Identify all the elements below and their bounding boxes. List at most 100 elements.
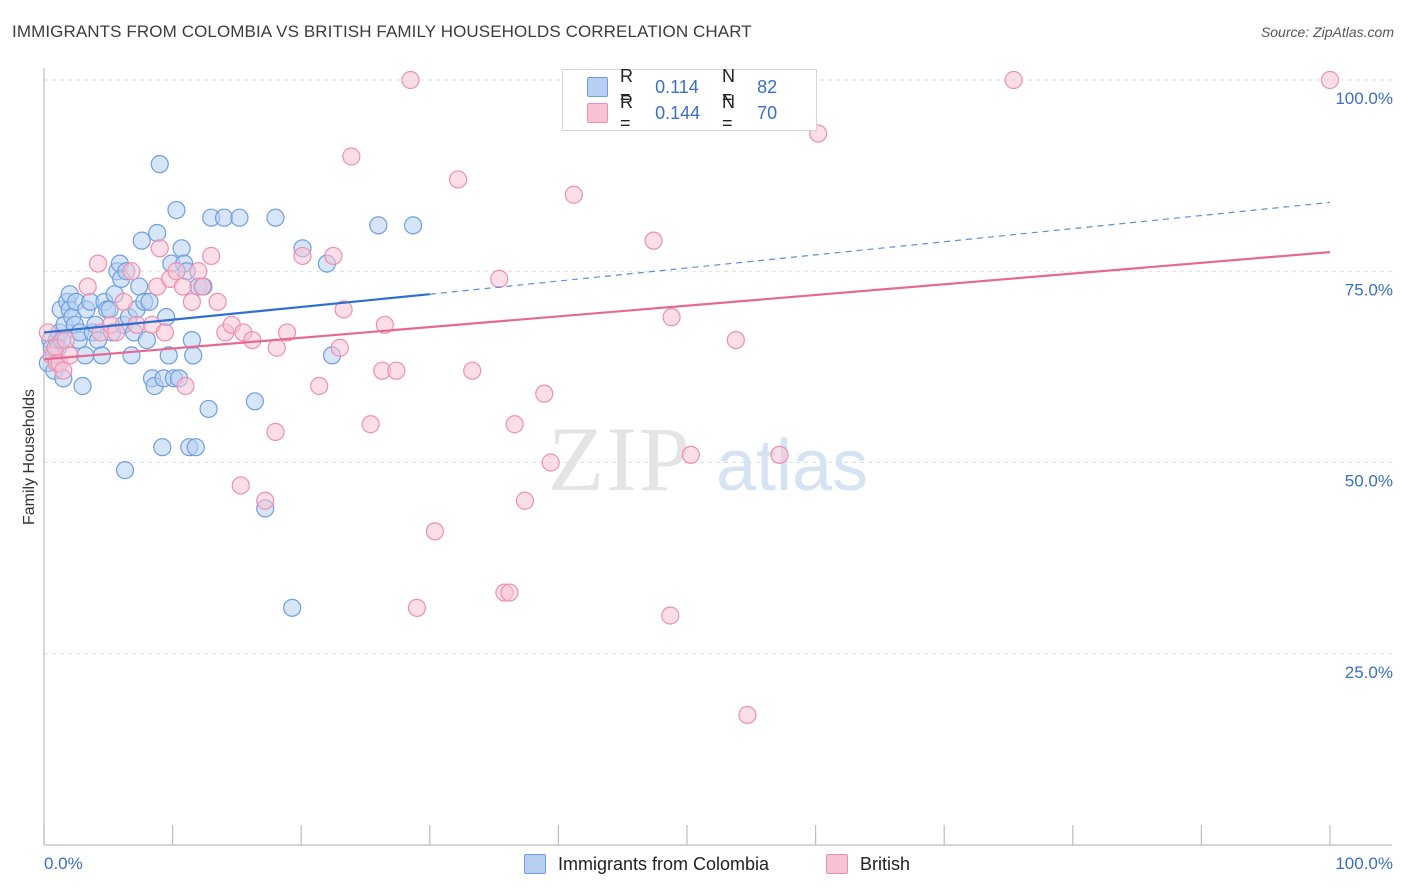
data-point: [184, 346, 203, 365]
data-point: [283, 598, 302, 617]
data-point: [403, 216, 423, 235]
bottom-legend-colombia: Immigrants from Colombia: [524, 851, 769, 877]
data-point: [60, 346, 79, 365]
data-point: [310, 376, 329, 396]
data-point: [490, 269, 509, 288]
data-point: [564, 185, 583, 204]
data-point: [214, 208, 234, 227]
data-point: [155, 323, 174, 342]
data-point: [172, 239, 191, 258]
legend-r-label: R =: [620, 92, 633, 133]
data-point: [159, 346, 178, 365]
data-point: [56, 331, 75, 350]
watermark: ZIP atlas: [548, 408, 868, 510]
data-point: [106, 323, 126, 342]
data-point: [505, 415, 524, 434]
data-point: [230, 208, 249, 227]
data-point: [148, 223, 167, 243]
data-point: [122, 346, 141, 365]
data-point: [78, 277, 97, 296]
data-point: [334, 300, 353, 319]
data-point: [208, 292, 227, 311]
data-point: [541, 453, 560, 472]
axes: [43, 68, 1392, 846]
data-point: [387, 361, 406, 380]
legend-r-value: 0.114: [655, 76, 699, 97]
data-point: [293, 246, 312, 266]
watermark-atlas: atlas: [716, 426, 868, 506]
data-point: [189, 262, 208, 281]
y-tick-label: 75.0%: [1345, 280, 1393, 299]
x-tick-label: 100.0%: [1335, 854, 1393, 873]
legend-swatch-british: [587, 103, 608, 123]
data-point: [448, 170, 468, 189]
data-point: [150, 155, 169, 174]
chart-title: IMMIGRANTS FROM COLOMBIA VS BRITISH FAMI…: [12, 22, 752, 41]
data-point: [193, 277, 212, 296]
series-british-points: [38, 70, 1340, 725]
data-point: [173, 277, 192, 296]
data-point: [361, 415, 380, 434]
legend-row-british: R = 0.144 N = 70: [587, 92, 816, 133]
trend-line-colombia: [43, 293, 430, 334]
data-point: [463, 361, 482, 380]
legend-n-label: N =: [722, 92, 735, 133]
legend-n-label: N =: [722, 66, 735, 107]
chart-source: Source: ZipAtlas.com: [1260, 24, 1394, 40]
data-point: [267, 338, 286, 357]
data-point: [375, 315, 394, 334]
data-point: [662, 308, 681, 327]
data-point: [186, 438, 205, 457]
data-point: [231, 476, 250, 495]
bottom-legend-label-colombia: Immigrants from Colombia: [558, 853, 770, 874]
legend-swatch-colombia: [587, 77, 608, 97]
data-point: [73, 376, 92, 396]
data-point: [167, 200, 186, 220]
data-point: [245, 392, 265, 411]
data-point: [277, 323, 297, 342]
data-point: [770, 445, 789, 464]
data-point: [401, 70, 420, 90]
data-point: [369, 216, 388, 235]
tick-labels: 100.0% 75.0% 50.0% 25.0% 0.0% 100.0%: [44, 89, 1393, 873]
data-point: [140, 292, 159, 311]
data-point: [1320, 70, 1340, 90]
data-point: [122, 262, 141, 281]
bottom-legend-british: British: [826, 851, 910, 877]
trend-line-british: [43, 251, 1331, 361]
data-point: [407, 598, 427, 617]
data-point: [342, 147, 361, 166]
trend-line-colombia-extension: [429, 201, 1331, 295]
data-point: [132, 231, 151, 250]
data-point: [243, 331, 262, 350]
data-point: [661, 606, 680, 625]
trend-lines: [43, 201, 1331, 361]
series-colombia-points: [38, 155, 423, 617]
bottom-legend-swatch-colombia: [524, 854, 546, 874]
data-point: [738, 705, 757, 725]
data-point: [153, 438, 172, 457]
bottom-legend-swatch-british: [826, 854, 848, 874]
data-point: [330, 338, 349, 357]
data-point: [88, 254, 108, 273]
y-tick-label: 25.0%: [1345, 663, 1393, 682]
data-point: [130, 277, 149, 296]
data-point: [644, 231, 663, 250]
legend-row-colombia: R = 0.114 N = 82: [587, 66, 816, 107]
x-tick-label: 0.0%: [44, 854, 83, 873]
data-point: [114, 292, 133, 311]
legend-n-value: 82: [757, 76, 778, 97]
data-point: [726, 331, 745, 350]
data-point: [137, 331, 156, 350]
data-point: [176, 376, 195, 396]
data-point: [167, 262, 186, 281]
data-point: [266, 208, 285, 227]
gridlines: [44, 79, 1392, 655]
data-point: [324, 246, 343, 266]
legend-r-value: 0.144: [655, 102, 701, 123]
data-point: [500, 583, 519, 602]
data-point: [535, 384, 554, 403]
data-point: [266, 422, 285, 441]
data-point: [202, 246, 221, 266]
